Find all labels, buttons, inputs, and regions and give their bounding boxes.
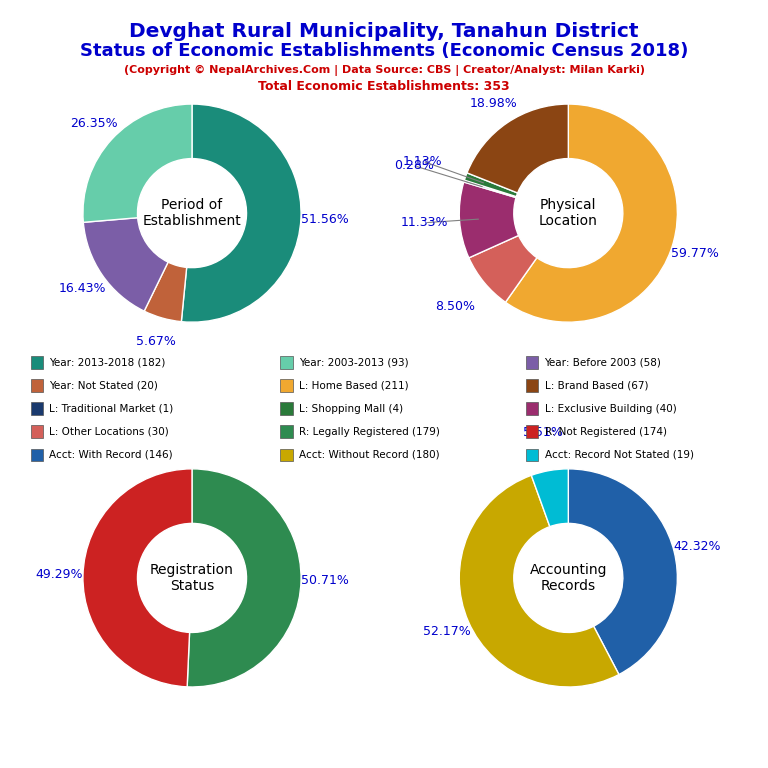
Text: 59.77%: 59.77% (671, 247, 719, 260)
Text: 5.67%: 5.67% (136, 335, 176, 348)
Wedge shape (83, 468, 192, 687)
Wedge shape (84, 217, 168, 311)
Text: L: Home Based (211): L: Home Based (211) (299, 380, 409, 391)
Text: Status of Economic Establishments (Economic Census 2018): Status of Economic Establishments (Econo… (80, 42, 688, 60)
Wedge shape (83, 104, 192, 222)
Text: Accounting
Records: Accounting Records (530, 563, 607, 593)
Text: 8.50%: 8.50% (435, 300, 475, 313)
Wedge shape (467, 104, 568, 193)
Text: L: Other Locations (30): L: Other Locations (30) (49, 426, 169, 437)
Wedge shape (465, 173, 518, 197)
Text: 1.13%: 1.13% (402, 154, 442, 167)
Text: 11.33%: 11.33% (401, 217, 449, 229)
Text: 49.29%: 49.29% (35, 568, 83, 581)
Text: Year: 2013-2018 (182): Year: 2013-2018 (182) (49, 357, 166, 368)
Text: Acct: Without Record (180): Acct: Without Record (180) (299, 449, 439, 460)
Wedge shape (459, 475, 619, 687)
Text: 42.32%: 42.32% (674, 540, 721, 553)
Text: L: Traditional Market (1): L: Traditional Market (1) (49, 403, 174, 414)
Text: Acct: With Record (146): Acct: With Record (146) (49, 449, 173, 460)
Text: Total Economic Establishments: 353: Total Economic Establishments: 353 (258, 80, 510, 93)
Wedge shape (187, 468, 301, 687)
Text: 0.28%: 0.28% (394, 159, 434, 172)
Text: R: Not Registered (174): R: Not Registered (174) (545, 426, 667, 437)
Text: Acct: Record Not Stated (19): Acct: Record Not Stated (19) (545, 449, 694, 460)
Wedge shape (464, 180, 516, 197)
Text: L: Shopping Mall (4): L: Shopping Mall (4) (299, 403, 403, 414)
Wedge shape (144, 262, 187, 322)
Text: Physical
Location: Physical Location (539, 198, 598, 228)
Text: 18.98%: 18.98% (470, 97, 518, 110)
Wedge shape (568, 468, 677, 674)
Wedge shape (459, 182, 518, 258)
Text: L: Exclusive Building (40): L: Exclusive Building (40) (545, 403, 677, 414)
Text: 5.51%: 5.51% (523, 426, 563, 439)
Text: R: Legally Registered (179): R: Legally Registered (179) (299, 426, 439, 437)
Text: Year: 2003-2013 (93): Year: 2003-2013 (93) (299, 357, 409, 368)
Text: Registration
Status: Registration Status (150, 563, 234, 593)
Text: Year: Before 2003 (58): Year: Before 2003 (58) (545, 357, 661, 368)
Text: (Copyright © NepalArchives.Com | Data Source: CBS | Creator/Analyst: Milan Karki: (Copyright © NepalArchives.Com | Data So… (124, 65, 644, 75)
Text: 51.56%: 51.56% (301, 214, 349, 226)
Wedge shape (531, 468, 568, 527)
Text: 26.35%: 26.35% (70, 117, 118, 130)
Text: Year: Not Stated (20): Year: Not Stated (20) (49, 380, 158, 391)
Text: Period of
Establishment: Period of Establishment (143, 198, 241, 228)
Text: Devghat Rural Municipality, Tanahun District: Devghat Rural Municipality, Tanahun Dist… (129, 22, 639, 41)
Wedge shape (469, 236, 537, 303)
Wedge shape (181, 104, 301, 322)
Text: 16.43%: 16.43% (58, 282, 106, 295)
Wedge shape (505, 104, 677, 322)
Text: 50.71%: 50.71% (301, 574, 349, 588)
Text: 52.17%: 52.17% (422, 625, 471, 638)
Text: L: Brand Based (67): L: Brand Based (67) (545, 380, 648, 391)
